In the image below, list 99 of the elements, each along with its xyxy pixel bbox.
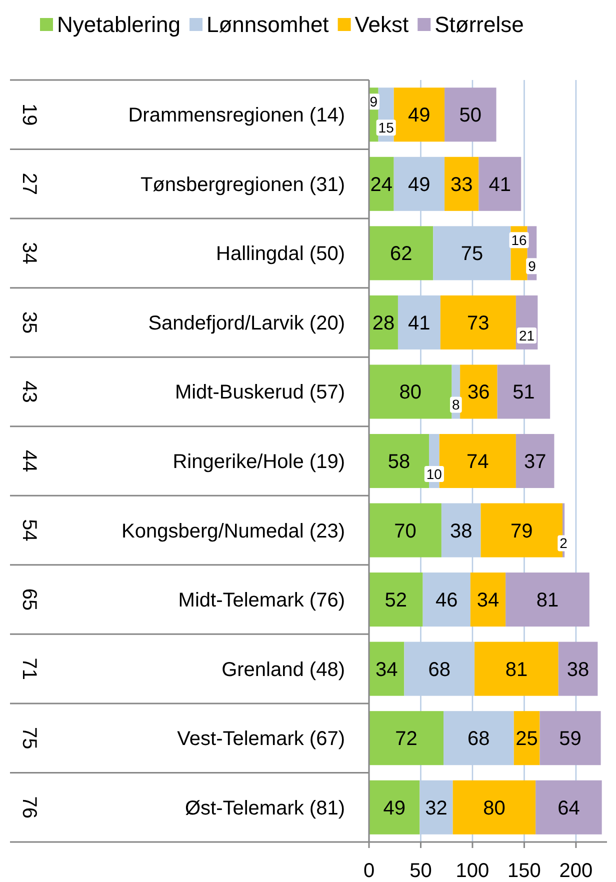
data-label: 52	[384, 590, 408, 612]
y-tick-label: Ringerike/Hole (19)	[172, 451, 345, 473]
bar	[516, 434, 554, 488]
data-label: 80	[399, 382, 422, 404]
data-label: 58	[388, 451, 410, 473]
data-label: 49	[408, 104, 430, 127]
data-label: 73	[467, 312, 490, 334]
bar	[440, 295, 516, 350]
bar	[369, 711, 444, 766]
data-label: 33	[450, 174, 473, 196]
data-label: 49	[383, 797, 406, 820]
y-tick-label: Tønsbergregionen (31)	[140, 174, 345, 196]
y-tick-label: Midt-Buskerud (57)	[174, 382, 345, 404]
bar	[369, 642, 404, 696]
data-label: 38	[450, 520, 472, 542]
data-label: 2	[560, 535, 568, 552]
data-label: 38	[566, 658, 590, 681]
data-label: 75	[460, 243, 484, 266]
bar	[369, 780, 420, 834]
data-label: 80	[483, 797, 506, 820]
data-label: 49	[408, 174, 430, 196]
data-label: 10	[426, 466, 442, 482]
text: 75	[18, 726, 40, 750]
bar	[497, 364, 550, 419]
bar	[369, 364, 452, 419]
data-label: 68	[468, 728, 490, 750]
data-label: 72	[395, 728, 418, 750]
y-tick-label: Vest-Telemark (67)	[177, 728, 345, 750]
data-label: 68	[428, 658, 450, 681]
legend-label: Nyetablering	[57, 12, 181, 37]
data-label: 9	[370, 94, 378, 110]
bar	[369, 434, 430, 488]
y-tick-label: Drammensregionen (14)	[128, 104, 345, 127]
text: 35	[18, 311, 40, 334]
legend-label: Lønnsomhet	[206, 12, 329, 37]
y-tick-label: Sandefjord/Larvik (20)	[148, 312, 345, 334]
bar	[394, 88, 445, 142]
data-label: 15	[378, 120, 394, 136]
data-label: 59	[559, 728, 582, 750]
text: 43	[18, 380, 40, 403]
bar	[444, 88, 496, 142]
data-label: 64	[558, 797, 580, 820]
data-label: 46	[435, 590, 458, 612]
bar	[506, 572, 590, 627]
data-label: 74	[466, 451, 489, 473]
bar	[540, 711, 601, 766]
x-tick-label: 100	[456, 860, 490, 882]
data-label: 9	[528, 258, 536, 274]
x-tick-label: 0	[363, 860, 375, 882]
bar	[452, 780, 536, 834]
text: 76	[18, 796, 40, 818]
x-tick-label: 200	[559, 860, 593, 882]
x-tick-label: 50	[410, 860, 432, 882]
text: 19	[18, 104, 40, 126]
data-label: 34	[476, 590, 500, 612]
data-label: 81	[536, 590, 559, 612]
data-label: 70	[394, 520, 416, 542]
data-label: 32	[425, 797, 448, 820]
legend-label: Størrelse	[434, 12, 524, 37]
legend-label: Vekst	[354, 12, 409, 37]
bar	[478, 156, 522, 211]
data-label: 50	[459, 104, 482, 127]
bar	[422, 572, 470, 627]
data-label: 37	[524, 451, 546, 473]
data-label: 41	[408, 312, 430, 334]
text: 65	[18, 588, 40, 611]
bar	[558, 642, 598, 696]
data-label: 8	[452, 396, 460, 413]
data-label: 41	[488, 174, 512, 196]
data-label: 62	[390, 243, 412, 266]
text: 27	[18, 172, 40, 196]
y-tick-label: Kongsberg/Numedal (23)	[122, 520, 345, 542]
y-tick-label: Midt-Telemark (76)	[178, 590, 345, 612]
x-tick-label: 150	[508, 860, 541, 882]
data-label: 21	[519, 327, 535, 344]
data-label: 79	[510, 520, 533, 542]
bar	[444, 156, 479, 211]
text: 44	[18, 450, 40, 472]
data-label: 25	[516, 728, 538, 750]
data-label: 16	[511, 232, 528, 248]
y-tick-label: Grenland (48)	[222, 658, 345, 681]
y-tick-label: Øst-Telemark (81)	[184, 797, 345, 820]
data-label: 34	[375, 658, 398, 681]
data-label: 51	[512, 382, 535, 404]
data-label: 24	[370, 174, 393, 196]
bar	[369, 503, 442, 558]
data-label: 28	[372, 312, 395, 334]
bar	[474, 642, 558, 696]
bar	[460, 364, 498, 419]
bar	[470, 572, 506, 627]
text: 54	[18, 519, 40, 542]
bar	[369, 572, 423, 627]
bar	[369, 226, 434, 280]
text: 34	[18, 242, 40, 264]
bar	[536, 780, 602, 834]
y-tick-label: Hallingdal (50)	[216, 243, 345, 266]
data-label: 36	[468, 382, 490, 404]
text: 71	[18, 658, 40, 680]
data-label: 81	[505, 658, 528, 681]
